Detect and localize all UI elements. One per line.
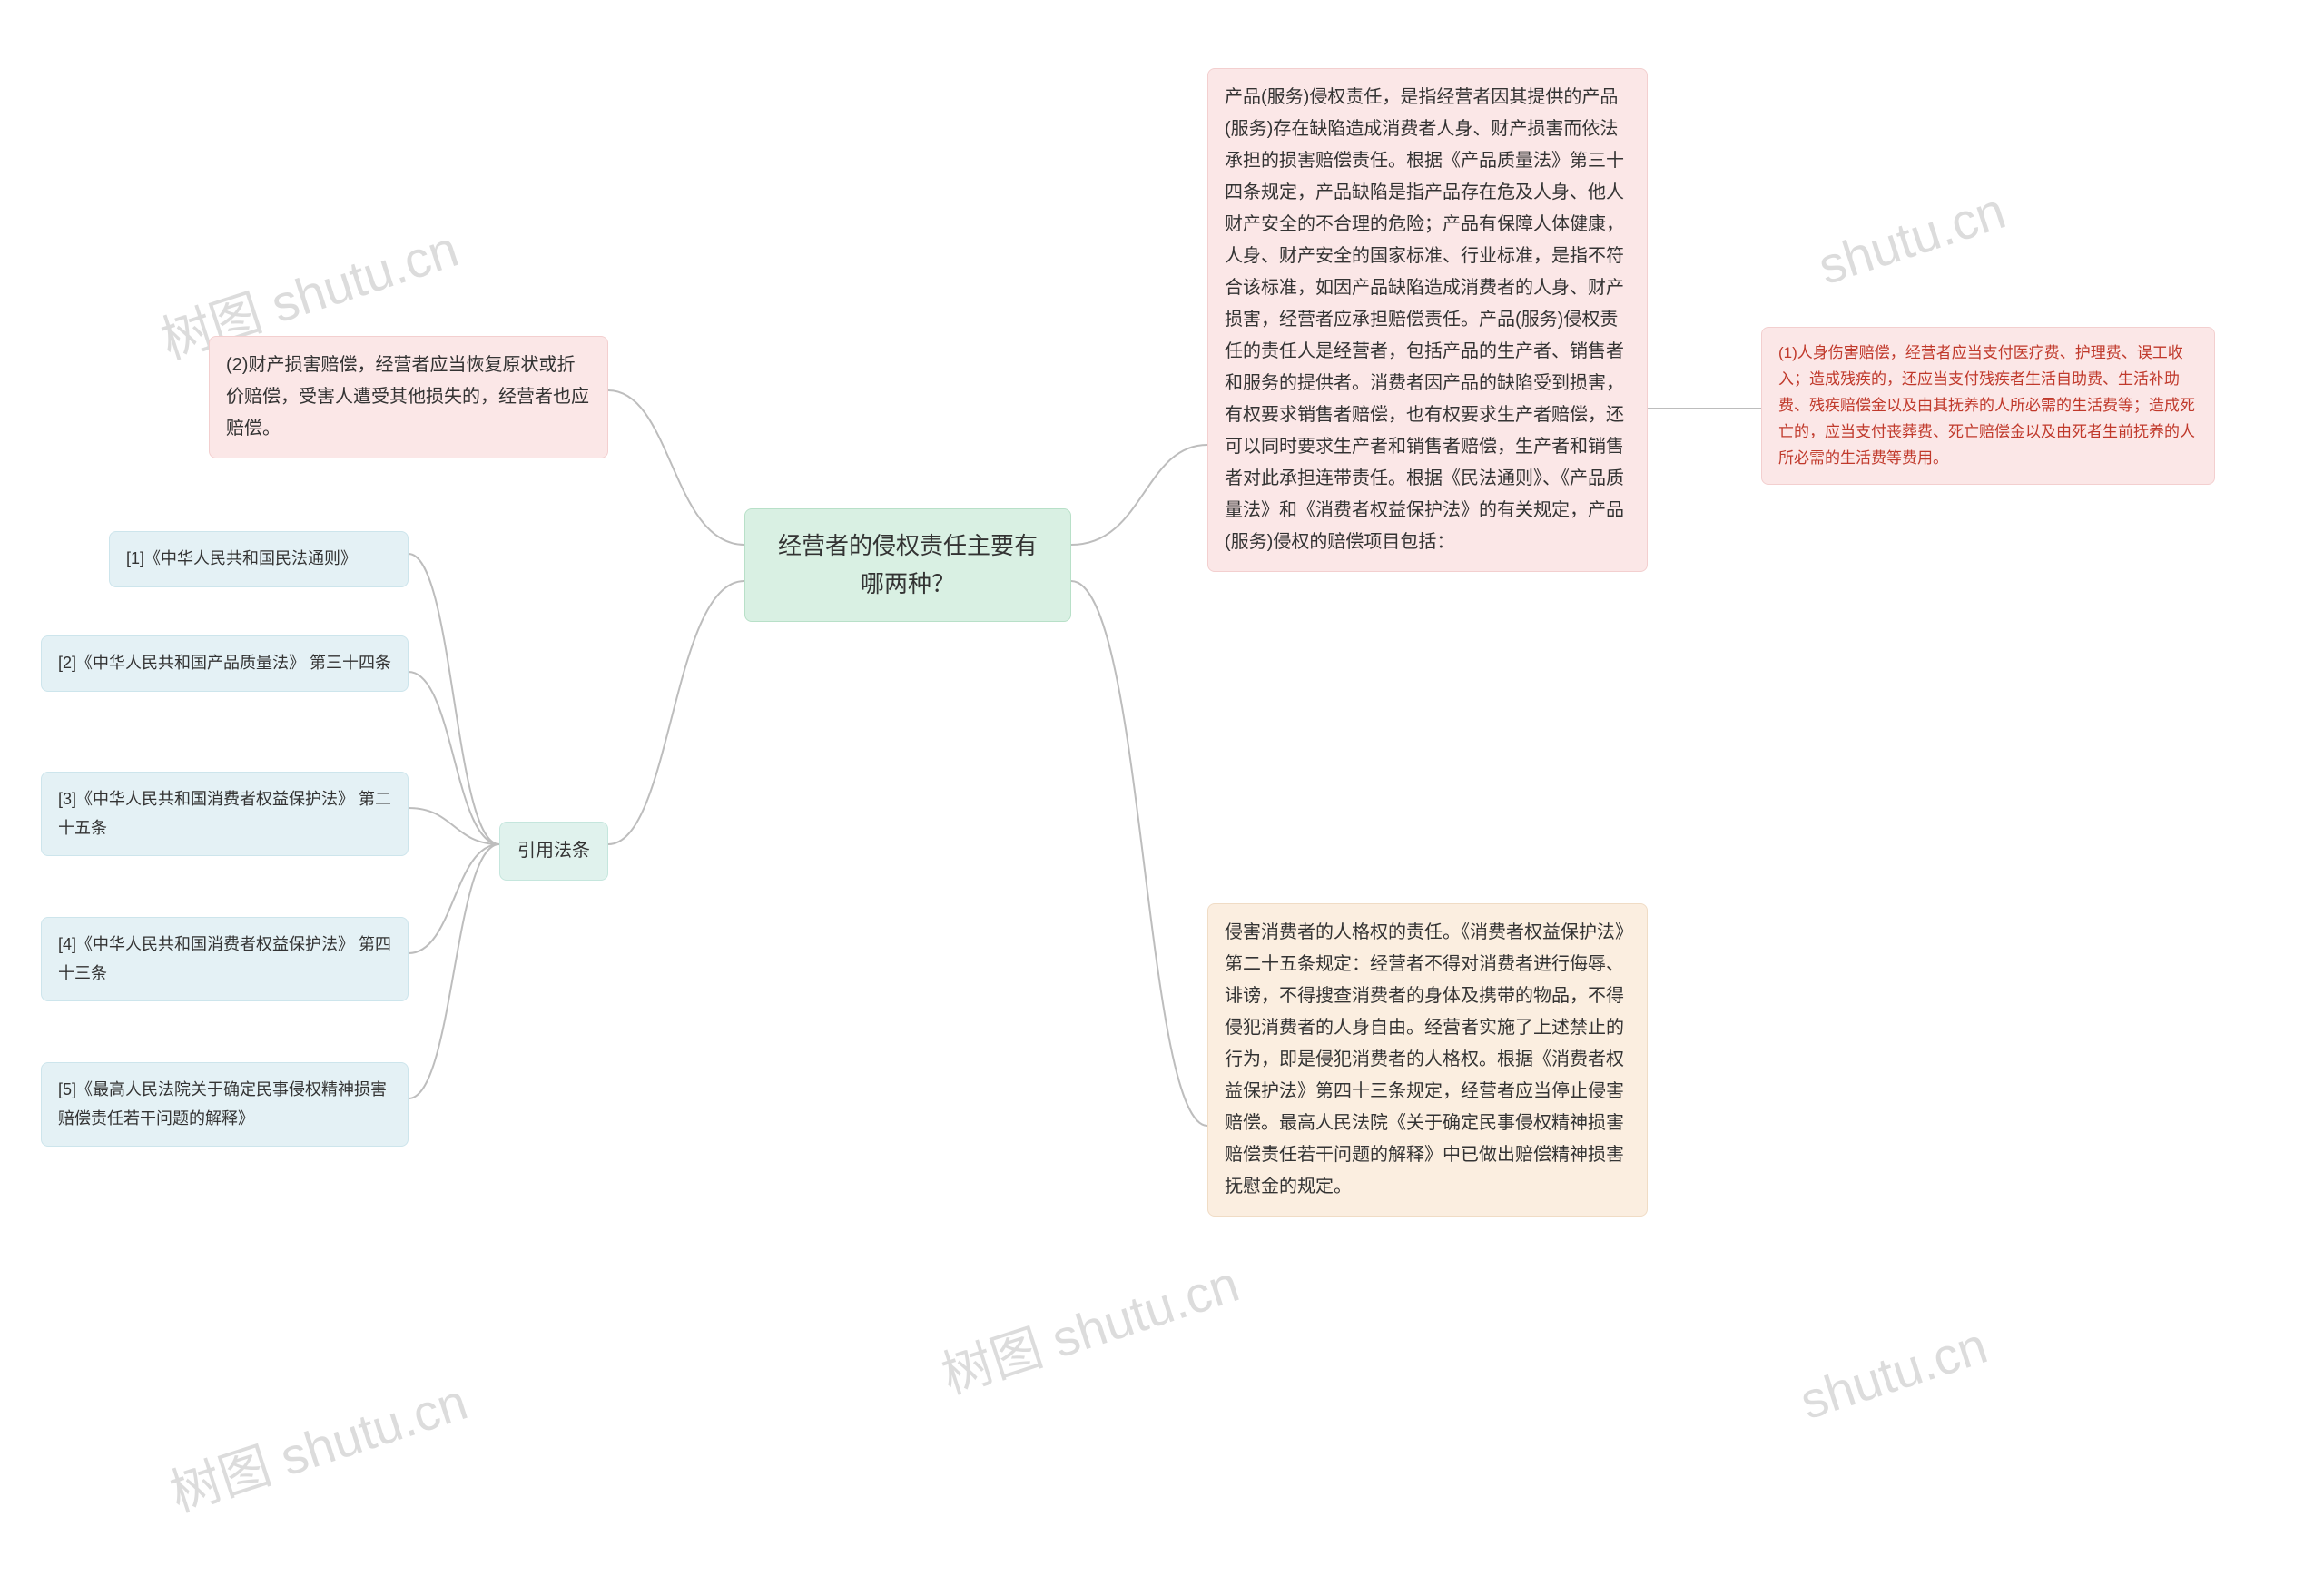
citation-1: [1]《中华人民共和国民法通则》: [109, 531, 409, 587]
node-product-liability: 产品(服务)侵权责任，是指经营者因其提供的产品(服务)存在缺陷造成消费者人身、财…: [1207, 68, 1648, 572]
watermark: shutu.cn: [1793, 1315, 1994, 1431]
watermark: 树图 shutu.cn: [160, 1362, 476, 1527]
citation-4: [4]《中华人民共和国消费者权益保护法》 第四十三条: [41, 917, 409, 1001]
node-personal-injury-compensation: (1)人身伤害赔偿，经营者应当支付医疗费、护理费、误工收入；造成残疾的，还应当支…: [1761, 327, 2215, 485]
citation-3: [3]《中华人民共和国消费者权益保护法》 第二十五条: [41, 772, 409, 856]
citation-2: [2]《中华人民共和国产品质量法》 第三十四条: [41, 635, 409, 692]
node-personality-rights: 侵害消费者的人格权的责任。《消费者权益保护法》第二十五条规定：经营者不得对消费者…: [1207, 903, 1648, 1217]
center-node: 经营者的侵权责任主要有哪两种？: [744, 508, 1071, 622]
watermark: 树图 shutu.cn: [931, 1244, 1247, 1409]
watermark: shutu.cn: [1811, 181, 2012, 296]
node-citations-label: 引用法条: [499, 822, 608, 881]
citation-5: [5]《最高人民法院关于确定民事侵权精神损害赔偿责任若干问题的解释》: [41, 1062, 409, 1147]
node-property-damage-compensation: (2)财产损害赔偿，经营者应当恢复原状或折价赔偿，受害人遭受其他损失的，经营者也…: [209, 336, 608, 458]
